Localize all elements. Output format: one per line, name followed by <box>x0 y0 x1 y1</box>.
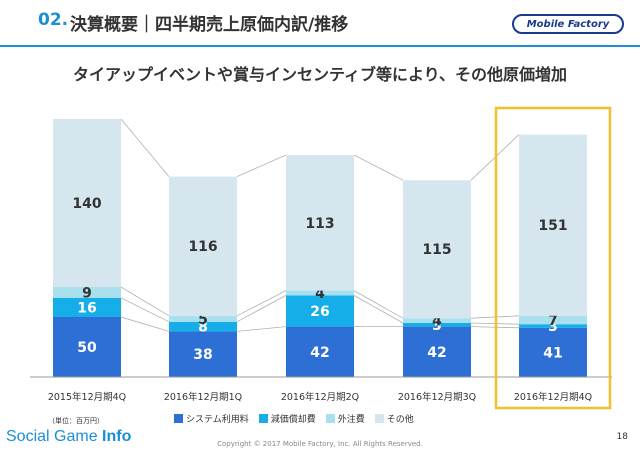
footer-brand-bold: Info <box>102 428 132 445</box>
category-label: 2016年12月期4Q <box>514 391 592 403</box>
data-label: 26 <box>310 304 329 320</box>
data-label: 7 <box>548 313 558 329</box>
highlight-frame <box>494 106 612 410</box>
data-label: 42 <box>310 345 329 361</box>
legend-item-system: システム利用料 <box>174 412 249 425</box>
data-label: 41 <box>543 345 562 361</box>
connector-line <box>236 154 287 177</box>
data-label: 9 <box>82 285 92 301</box>
connector-line <box>353 154 404 181</box>
bar-segment <box>519 327 587 377</box>
category-label: 2016年12月期3Q <box>398 391 476 403</box>
legend-item-outsourcing: 外注費 <box>325 412 365 425</box>
legend-label-depreciation: 減価償却費 <box>270 415 316 425</box>
legend-swatch-depreciation <box>258 414 268 423</box>
data-label: 140 <box>72 196 101 212</box>
connector-line <box>120 316 170 332</box>
connector-line <box>120 118 170 177</box>
bar-segment <box>169 315 237 322</box>
page-number: 18 <box>616 432 628 442</box>
legend-item-depreciation: 減価償却費 <box>258 412 316 425</box>
bar-segment <box>403 326 471 377</box>
bar-segment <box>403 318 471 323</box>
bar-segment <box>169 176 237 316</box>
page-title: 決算概要｜四半期売上原価内訳/推移 <box>70 15 349 35</box>
bar-segment <box>169 331 237 377</box>
data-label: 38 <box>193 347 212 363</box>
data-label: 16 <box>77 300 96 316</box>
bar-segment <box>403 180 471 319</box>
bar-segment <box>169 321 237 332</box>
connector-line <box>236 290 287 317</box>
header-divider <box>0 45 640 47</box>
bar-segment <box>519 134 587 316</box>
category-label: 2015年12月期4Q <box>48 391 126 403</box>
legend-swatch-other <box>374 414 384 423</box>
connector-line <box>120 286 170 317</box>
chart-legend: システム利用料 減価償却費 外注費 その他 <box>174 412 414 425</box>
legend-label-other: その他 <box>386 415 414 425</box>
data-label: 113 <box>305 216 334 232</box>
section-number: 02. <box>38 10 69 30</box>
connector-line <box>120 297 170 323</box>
data-label: 5 <box>198 312 208 328</box>
bar-segment <box>53 119 121 287</box>
connector-line <box>353 295 404 324</box>
bar-segment <box>403 323 471 327</box>
unit-label: （単位：百万円） <box>48 417 104 425</box>
copyright: Copyright © 2017 Mobile Factory, Inc. Al… <box>217 440 423 448</box>
company-logo: Mobile Factory <box>512 14 624 34</box>
legend-label-system: システム利用料 <box>186 415 249 425</box>
bar-segment <box>286 295 354 327</box>
footer-brand-plain: Social Game <box>6 428 103 445</box>
data-label: 4 <box>315 286 325 302</box>
data-label: 8 <box>198 320 208 336</box>
data-label: 115 <box>422 242 451 258</box>
bar-segment <box>53 297 121 317</box>
bar-segment <box>519 324 587 328</box>
bar-segment <box>53 287 121 298</box>
data-label: 3 <box>548 319 558 335</box>
bar-segment <box>286 290 354 296</box>
bar-segment <box>286 326 354 377</box>
bar-segment <box>286 155 354 291</box>
bar-segment <box>53 317 121 377</box>
legend-item-other: その他 <box>374 412 414 425</box>
data-label: 4 <box>432 314 442 330</box>
connector-line <box>353 290 404 319</box>
data-label: 42 <box>427 345 446 361</box>
bar-segment <box>519 315 587 325</box>
footer-brand: Social Game Info <box>6 428 131 446</box>
legend-label-outsourcing: 外注費 <box>337 415 365 425</box>
category-label: 2016年12月期1Q <box>164 391 242 403</box>
stacked-bar-chart: 5016914038851164226411342341154137151201… <box>30 106 612 410</box>
legend-swatch-system <box>174 414 183 423</box>
connector-line <box>236 326 287 332</box>
legend-swatch-outsourcing <box>325 414 335 423</box>
connector-line <box>236 295 287 323</box>
data-label: 151 <box>538 218 567 234</box>
header: 02. 決算概要｜四半期売上原価内訳/推移 Mobile Factory <box>0 0 640 46</box>
data-label: 116 <box>188 239 217 255</box>
data-label: 50 <box>77 340 97 356</box>
slide-subtitle: タイアップイベントや賞与インセンティブ等により、その他原価増加 <box>72 65 568 84</box>
data-label: 3 <box>432 318 442 334</box>
category-label: 2016年12月期2Q <box>281 391 359 403</box>
